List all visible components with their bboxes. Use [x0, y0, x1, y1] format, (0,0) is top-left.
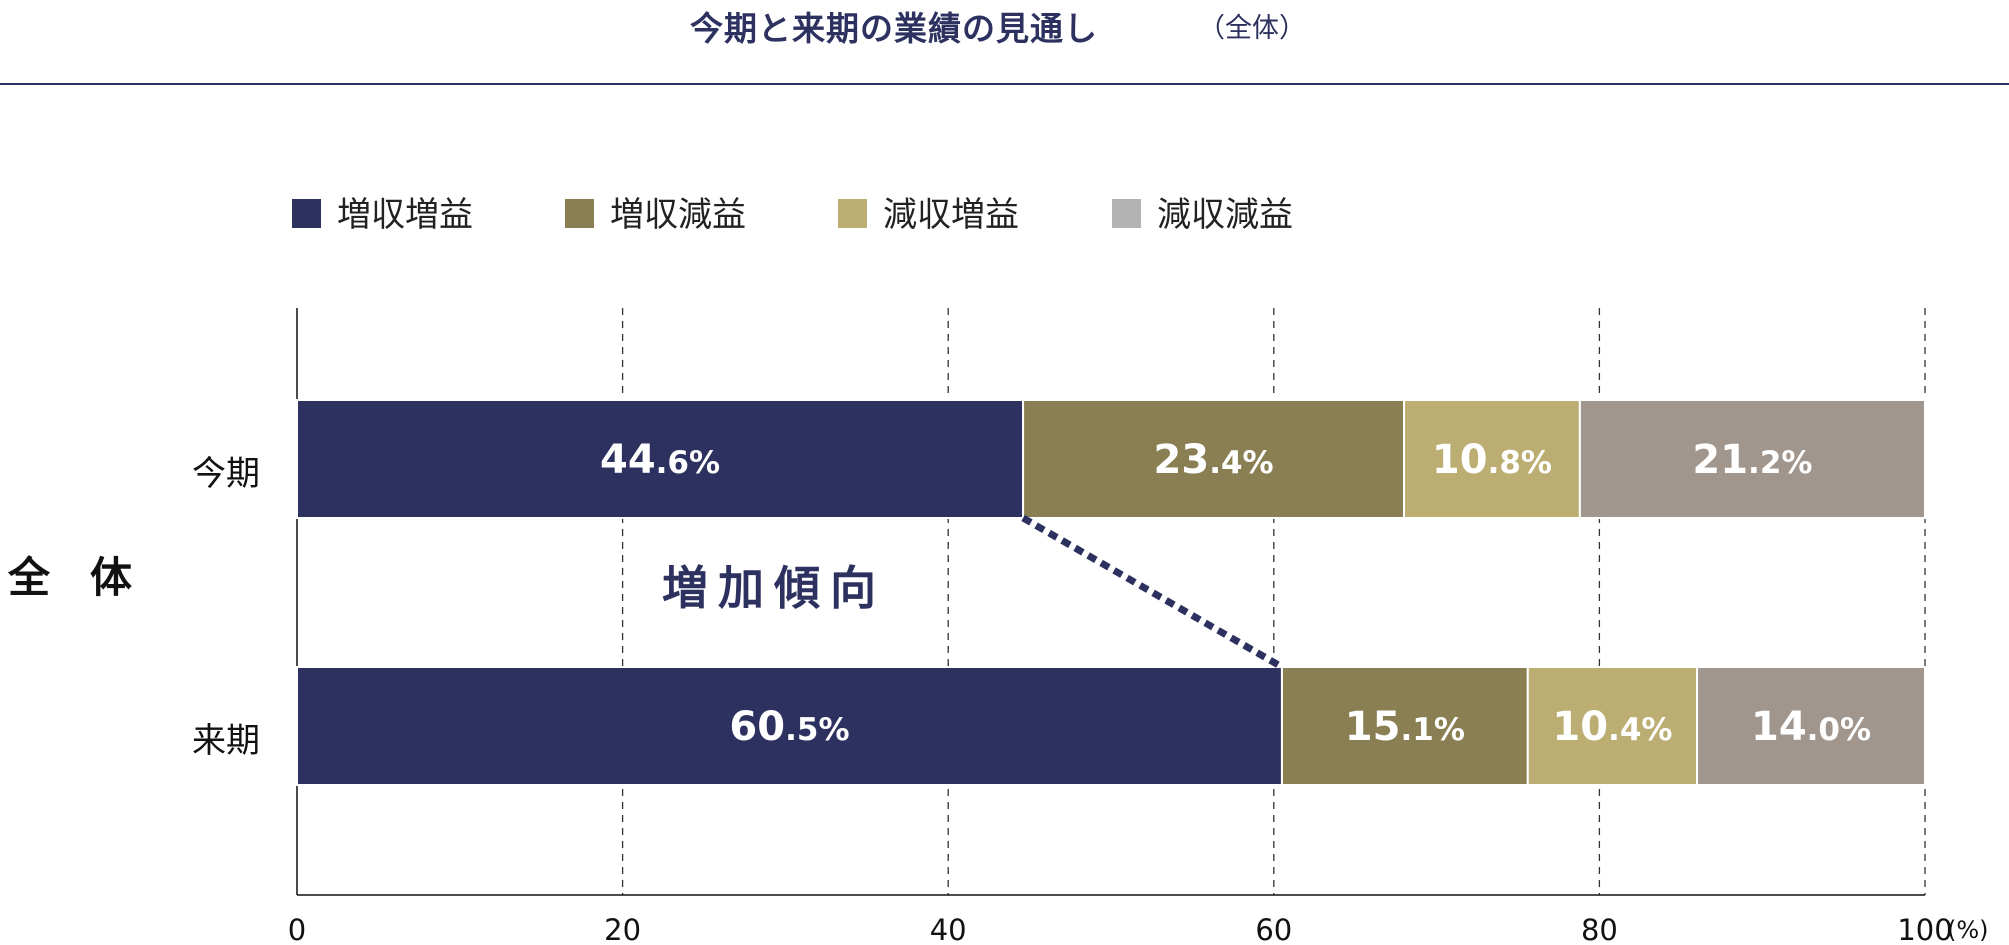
bar-value-label-2-2: 15.1% — [1345, 704, 1465, 750]
bar-value-label-1-2: 23.4% — [1154, 437, 1274, 483]
legend-swatch-3 — [838, 199, 867, 228]
legend-label-2: 増収減益 — [610, 195, 746, 235]
bar-2-3 — [1526, 666, 1699, 786]
x-tick-label-100: 100 — [1897, 913, 1952, 945]
chart-title: 今期と来期の業績の見通し — [690, 9, 1098, 48]
bar-value-label-1-1: 44.6% — [600, 437, 720, 483]
bar-value-label-2-4: 14.0% — [1751, 704, 1871, 750]
legend-label-3: 減収増益 — [883, 195, 1019, 235]
bar-2-4 — [1696, 666, 1926, 786]
x-tick-label-80: 80 — [1581, 913, 1618, 945]
legend-swatch-1 — [292, 199, 321, 228]
x-tick-label-20: 20 — [604, 913, 641, 945]
bar-2-2 — [1280, 666, 1529, 786]
legend-swatch-2 — [565, 199, 594, 228]
x-unit-label: (%) — [1947, 916, 1989, 944]
bar-value-label-1-3: 10.8% — [1432, 437, 1552, 483]
bar-value-label-2-3: 10.4% — [1552, 704, 1672, 750]
bar-2-1 — [296, 666, 1283, 786]
title-divider — [0, 83, 2009, 85]
bar-1-4 — [1578, 399, 1926, 519]
bar-value-label-1-4: 21.2% — [1692, 437, 1812, 483]
category-label-2: 来期 — [192, 721, 260, 761]
legend-label-4: 減収減益 — [1157, 195, 1293, 235]
trend-connector — [1021, 514, 1284, 671]
chart-title-bar: 今期と来期の業績の見通し （全体） — [0, 0, 2009, 85]
trend-annotation: 増加傾向 — [662, 561, 886, 615]
x-tick-label-40: 40 — [930, 913, 967, 945]
legend-swatch-4 — [1112, 199, 1141, 228]
legend-label-1: 増収増益 — [337, 195, 473, 235]
category-label-1: 今期 — [192, 454, 260, 494]
bar-1-2 — [1022, 399, 1406, 519]
x-tick-label-0: 0 — [288, 913, 306, 945]
bar-1-3 — [1403, 399, 1581, 519]
bar-value-label-2-1: 60.5% — [729, 704, 849, 750]
group-label: 全体 — [7, 553, 172, 602]
x-tick-label-60: 60 — [1255, 913, 1292, 945]
chart-subtitle: （全体） — [1198, 13, 1306, 44]
